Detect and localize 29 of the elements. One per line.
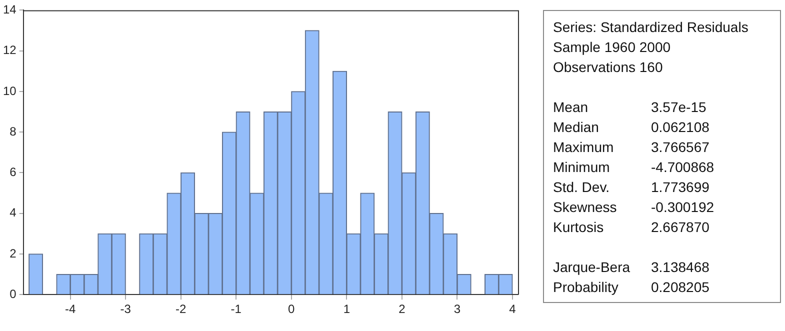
text: Series: Standardized Residuals <box>553 18 750 37</box>
x-tick-label: 2 <box>398 302 406 316</box>
y-tick-label: 0 <box>10 286 17 301</box>
text: Kurtosis 2.667870 <box>553 219 710 235</box>
x-tick-label: -1 <box>230 302 242 316</box>
text: Probability 0.208205 <box>553 279 710 295</box>
x-tick-label: 0 <box>288 302 296 316</box>
x-tick-label: -4 <box>64 302 76 316</box>
text: Median 0.062108 <box>553 119 710 135</box>
y-tick-label: 14 <box>2 2 17 17</box>
text: Observations 160 <box>553 58 664 77</box>
text: Maximum 3.766567 <box>553 139 710 155</box>
x-tick-label: 1 <box>343 302 350 316</box>
y-tick-label: 2 <box>10 246 17 260</box>
x-tick-label: 4 <box>509 302 516 316</box>
y-tick-label: 6 <box>10 165 17 180</box>
x-tick-label: -3 <box>120 302 132 316</box>
text: Mean 3.57e-15 <box>553 99 706 115</box>
text: Jarque-Bera 3.138468 <box>553 259 710 275</box>
text: Minimum -4.700868 <box>553 159 714 175</box>
y-tick-label: 12 <box>2 43 17 58</box>
text: Sample 1960 2000 <box>553 38 672 57</box>
y-tick-label: 4 <box>10 206 17 220</box>
y-tick-label: 8 <box>10 124 17 138</box>
y-tick-label: 10 <box>2 84 17 98</box>
x-tick-label: 3 <box>454 302 461 316</box>
text: Std. Dev. 1.773699 <box>553 179 710 195</box>
x-tick-label: -2 <box>176 302 187 316</box>
text: Skewness -0.300192 <box>553 199 714 215</box>
